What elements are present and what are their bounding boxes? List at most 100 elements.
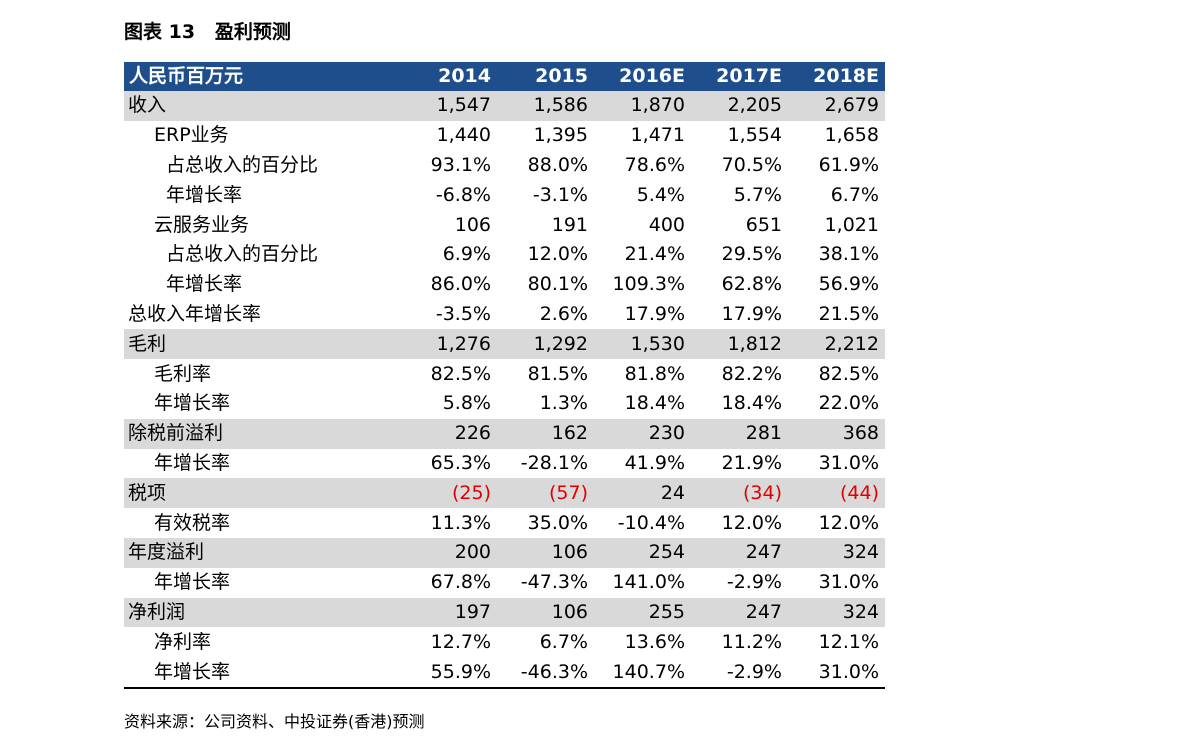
table-row: 年增长率 67.8% -47.3% 141.0% -2.9% 31.0% (124, 568, 885, 598)
profit-forecast-table: 人民币百万元 2014 2015 2016E 2017E 2018E 收入 1,5… (124, 62, 885, 689)
cell-value: 1,530 (594, 329, 691, 360)
table-row: 总收入年增长率 -3.5% 2.6% 17.9% 17.9% 21.5% (124, 300, 885, 330)
cell-value: 13.6% (624, 630, 685, 653)
cell-value: 1,586 (497, 91, 594, 121)
cell-value: 82.2% (721, 362, 782, 385)
cell-value: -46.3% (497, 657, 594, 689)
row-label: 云服务业务 (154, 213, 250, 236)
cell-value: 255 (594, 597, 691, 628)
cell-value: 11.2% (721, 630, 782, 653)
cell-value: 12.0% (818, 511, 879, 534)
table-row: 净利润 197 106 255 247 324 (124, 597, 885, 628)
row-label: 毛利率 (154, 362, 212, 385)
cell-value: 78.6% (624, 153, 685, 176)
table-body: 收入 1,547 1,586 1,870 2,205 2,679 ERP业务 1,440 1,3… (124, 91, 885, 689)
cell-value: 1,658 (824, 124, 879, 147)
cell-value: -3.1% (532, 183, 588, 206)
table-row: 净利率 12.7% 6.7% 13.6% 11.2% 12.1% (124, 627, 885, 657)
cell-value: 93.1% (430, 153, 491, 176)
cell-value: 6.9% (442, 243, 491, 266)
cell-value: 29.5% (721, 243, 782, 266)
table-row: 占总收入的百分比 6.9% 12.0% 21.4% 29.5% 38.1% (124, 240, 885, 270)
cell-value: 81.5% (527, 362, 588, 385)
table-row: 年增长率 5.8% 1.3% 18.4% 18.4% 22.0% (124, 389, 885, 419)
cell-value: 324 (788, 537, 885, 568)
cell-value: 56.9% (818, 273, 879, 296)
cell-value: 1,292 (497, 329, 594, 360)
cell-value: 31.0% (818, 571, 879, 594)
cell-value: 191 (551, 213, 588, 236)
cell-value: 5.7% (733, 183, 782, 206)
header-year-2015: 2015 (497, 62, 594, 91)
cell-value: 1,471 (630, 124, 685, 147)
cell-value: 2,205 (691, 91, 788, 121)
cell-value: 38.1% (818, 243, 879, 266)
row-label: 年增长率 (124, 657, 400, 689)
table-row: 云服务业务 106 191 400 651 1,021 (124, 210, 885, 240)
cell-value: -47.3% (520, 571, 588, 594)
cell-value: 1,021 (824, 213, 879, 236)
cell-value: 254 (594, 537, 691, 568)
row-label: 年增长率 (154, 392, 231, 415)
cell-value: 247 (691, 597, 788, 628)
row-label: 年增长率 (154, 571, 231, 594)
cell-value: 2,212 (788, 329, 885, 360)
cell-value: 12.7% (430, 630, 491, 653)
cell-value: 86.0% (430, 273, 491, 296)
table-row: ERP业务 1,440 1,395 1,471 1,554 1,658 (124, 121, 885, 151)
cell-value: (25) (400, 478, 497, 509)
cell-value: 109.3% (612, 273, 685, 296)
table-row: 除税前溢利 226 162 230 281 368 (124, 418, 885, 449)
cell-value: 21.9% (721, 451, 782, 474)
cell-value: 81.8% (624, 362, 685, 385)
row-label: 总收入年增长率 (128, 302, 262, 325)
cell-value: 70.5% (721, 153, 782, 176)
cell-value: 67.8% (430, 571, 491, 594)
table-header-row: 人民币百万元 2014 2015 2016E 2017E 2018E (124, 62, 885, 91)
cell-value: -2.9% (726, 571, 782, 594)
cell-value: 22.0% (818, 392, 879, 415)
header-unit-label: 人民币百万元 (124, 62, 400, 91)
table-row: 年增长率 -6.8% -3.1% 5.4% 5.7% 6.7% (124, 180, 885, 210)
table-row: 有效税率 11.3% 35.0% -10.4% 12.0% 12.0% (124, 508, 885, 538)
cell-value: 1,395 (533, 124, 588, 147)
cell-value: 17.9% (721, 302, 782, 325)
row-label: 税项 (124, 478, 400, 509)
header-year-2018e: 2018E (788, 62, 885, 91)
row-label: 年增长率 (166, 273, 243, 296)
row-label: 毛利 (124, 329, 400, 360)
cell-value: 1,440 (436, 124, 491, 147)
cell-value: 226 (400, 418, 497, 449)
cell-value: 1,276 (400, 329, 497, 360)
cell-value: 5.8% (442, 392, 491, 415)
row-label: 除税前溢利 (124, 418, 400, 449)
cell-value: 1,870 (594, 91, 691, 121)
row-label: 有效税率 (154, 511, 231, 534)
row-label: 占总收入的百分比 (166, 153, 319, 176)
header-year-2014: 2014 (400, 62, 497, 91)
cell-value: -2.9% (691, 657, 788, 689)
cell-value: 21.5% (818, 302, 879, 325)
header-year-2016e: 2016E (594, 62, 691, 91)
table-row: 收入 1,547 1,586 1,870 2,205 2,679 (124, 91, 885, 121)
cell-value: 31.0% (818, 451, 879, 474)
cell-value: 24 (594, 478, 691, 509)
cell-value: (34) (691, 478, 788, 509)
cell-value: 82.5% (430, 362, 491, 385)
row-label: 占总收入的百分比 (166, 243, 319, 266)
cell-value: 5.4% (636, 183, 685, 206)
row-label: 年增长率 (154, 451, 231, 474)
cell-value: (44) (788, 478, 885, 509)
cell-value: 12.0% (721, 511, 782, 534)
cell-value: 61.9% (818, 153, 879, 176)
table-row: 年增长率 55.9% -46.3% 140.7% -2.9% 31.0% (124, 657, 885, 689)
cell-value: -6.8% (435, 183, 491, 206)
cell-value: 21.4% (624, 243, 685, 266)
row-label: 年度溢利 (124, 537, 400, 568)
cell-value: 368 (788, 418, 885, 449)
cell-value: 18.4% (721, 392, 782, 415)
cell-value: 2.6% (539, 302, 588, 325)
source-note: 资料来源：公司资料、中投证券(香港)预测 (124, 712, 425, 731)
cell-value: 41.9% (624, 451, 685, 474)
table-row: 占总收入的百分比 93.1% 88.0% 78.6% 70.5% 61.9% (124, 151, 885, 181)
